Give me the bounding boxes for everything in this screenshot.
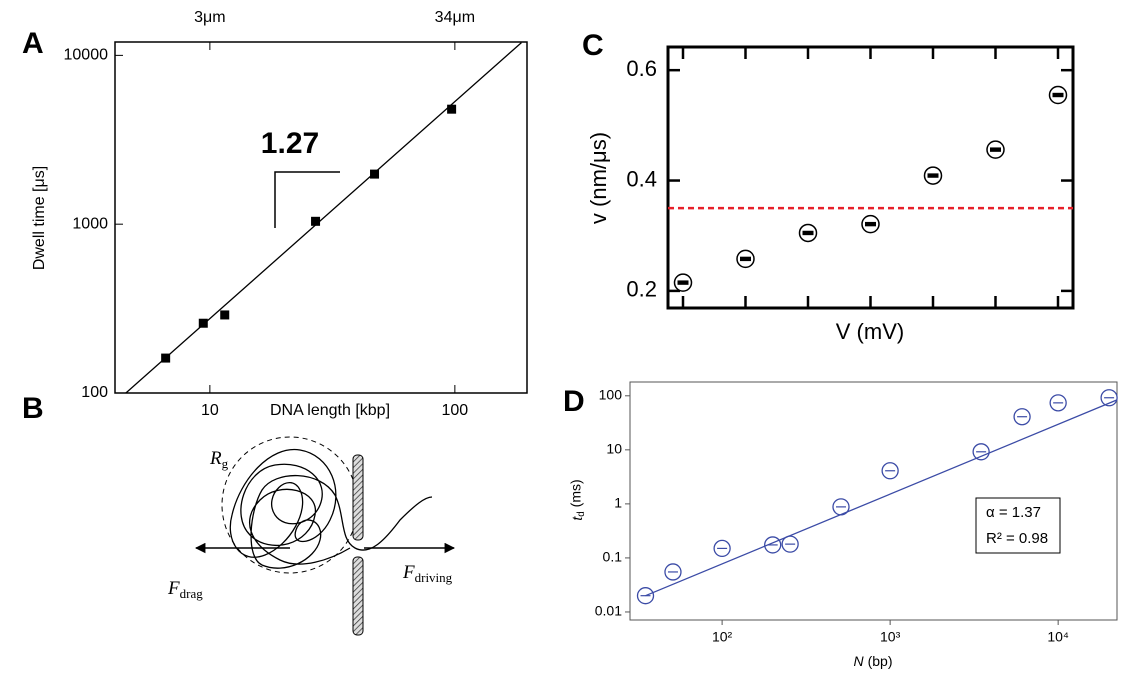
y-tick-label: 0.1 (603, 549, 623, 565)
symbol: N (853, 653, 864, 669)
y-tick-label: 1 (614, 495, 622, 511)
x2-tick-label: 3μm (194, 9, 225, 26)
gyration-circle (221, 436, 359, 574)
diagram: B Rg Fdrag Fdriving (22, 392, 456, 636)
plot-frame (629, 381, 1118, 621)
x-tick-label: 10² (712, 629, 733, 645)
y-tick-label: 0.2 (626, 277, 657, 302)
unit: (bp) (868, 653, 893, 669)
marker-dash (740, 256, 751, 262)
fit-line (645, 399, 1118, 597)
symbol: t (569, 516, 585, 521)
x-tick-label: 100 (442, 402, 469, 419)
symbol: F (402, 562, 415, 583)
point (311, 216, 321, 226)
point (198, 318, 208, 328)
radius-label: Rg (209, 448, 229, 471)
point (1049, 394, 1067, 412)
membrane (352, 454, 364, 541)
y-axis-label: td (ms) (567, 479, 586, 520)
point (161, 353, 171, 363)
plot-frame (114, 41, 528, 394)
drag-label: Fdrag (167, 578, 203, 601)
y-tick-label: 100 (81, 384, 108, 401)
point (972, 443, 990, 461)
symbol: F (167, 578, 180, 599)
marker-dash (1052, 92, 1064, 98)
y-axis-label: v (nm/μs) (586, 132, 611, 224)
subscript: drag (180, 586, 204, 601)
marker-dash (927, 173, 939, 178)
marker-dash (802, 230, 814, 236)
marker-dash (865, 221, 876, 227)
y-axis-label: Dwell time [μs] (31, 166, 48, 270)
point (370, 169, 380, 179)
y-tick-label: 10 (606, 441, 622, 457)
panel-label: A (22, 27, 44, 60)
stats-text: R² = 0.98 (986, 530, 1048, 547)
point (832, 498, 850, 516)
y-tick-label: 1000 (72, 215, 108, 232)
fit-line (125, 42, 522, 394)
point (781, 535, 799, 553)
panel-label: C (582, 29, 604, 62)
x-tick-label: 10⁴ (1047, 629, 1069, 645)
x-tick-label: 10³ (880, 629, 901, 645)
point (447, 104, 457, 114)
point (1013, 408, 1031, 426)
point (636, 587, 655, 605)
panel-label: B (22, 392, 44, 425)
stats-text: α = 1.37 (986, 504, 1041, 521)
x-axis-label: V (mV) (836, 319, 904, 344)
y-tick-label: 10000 (64, 47, 109, 64)
y-tick-label: 0.01 (595, 603, 622, 619)
marker-dash (990, 147, 1001, 152)
x-axis-label: N (bp) (853, 653, 892, 669)
slope-annotation: 1.27 (261, 127, 319, 160)
point (713, 539, 731, 558)
subscript: g (222, 456, 229, 471)
point (220, 310, 230, 320)
point (664, 563, 682, 581)
membrane (352, 556, 364, 636)
y-tick-label: 0.4 (626, 166, 657, 191)
slope-triangle (274, 171, 340, 228)
polymer-coil (229, 448, 433, 569)
point (1100, 389, 1118, 407)
driving-label: Fdriving (402, 562, 453, 585)
marker-dash (677, 280, 689, 285)
y-tick-label: 100 (599, 386, 623, 402)
x-axis-label: DNA length [kbp] (270, 402, 390, 419)
unit: (ms) (567, 479, 583, 507)
subscript: driving (415, 570, 453, 585)
point (764, 536, 782, 554)
symbol: R (209, 448, 222, 469)
subscript: d (576, 511, 587, 516)
stats-box (975, 497, 1061, 554)
plot-frame (666, 45, 1075, 310)
x2-tick-label: 34μm (435, 9, 475, 26)
point (881, 462, 899, 480)
x-tick-label: 10 (201, 402, 219, 419)
panel-label: D (563, 385, 585, 418)
y-tick-label: 0.6 (626, 56, 657, 81)
